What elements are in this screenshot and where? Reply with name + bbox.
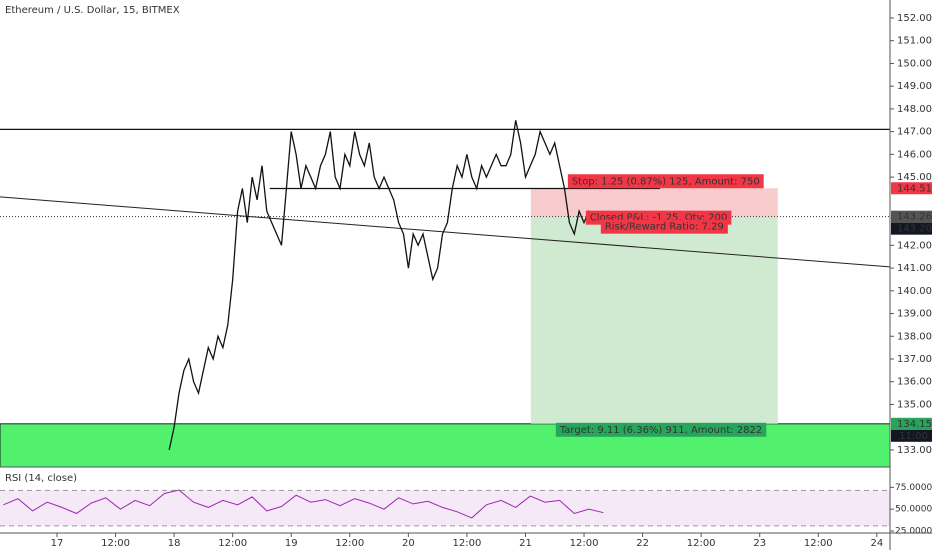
x-tick-label: 12:00 xyxy=(452,538,481,549)
rsi-title: RSI (14, close) xyxy=(5,473,77,484)
y-tick-label: 141.00 xyxy=(897,263,932,274)
y-tick-label: 138.00 xyxy=(897,331,932,342)
price-label-background xyxy=(891,210,932,223)
price-label: 143.26 xyxy=(897,212,932,223)
y-tick-label: 147.00 xyxy=(897,127,932,138)
annotation: Risk/Reward Ratio: 7.29 xyxy=(605,222,724,233)
x-tick-label: 12:00 xyxy=(687,538,716,549)
rsi-line xyxy=(3,489,604,519)
price-label-background xyxy=(891,417,932,430)
rsi-y-tick-label: 50.0000 xyxy=(895,505,932,515)
x-tick-label: 22 xyxy=(636,538,649,549)
annotation-background xyxy=(600,219,728,234)
x-tick-label: 12:00 xyxy=(804,538,833,549)
trendline xyxy=(0,196,891,268)
y-tick-label: 150.00 xyxy=(897,58,932,69)
y-tick-label: 145.00 xyxy=(897,172,932,183)
y-tick-label: 139.00 xyxy=(897,309,932,320)
x-tick-label: 12:00 xyxy=(218,538,247,549)
x-tick-label: 12:00 xyxy=(335,538,364,549)
y-tick-label: 146.00 xyxy=(897,149,932,160)
price-label-background xyxy=(891,182,932,195)
x-tick-label: 12:00 xyxy=(101,538,130,549)
target-area xyxy=(530,216,778,424)
annotation: Stop: 1.25 (0.87%) 125, Amount: 750 xyxy=(572,176,760,187)
x-tick-label: 21 xyxy=(519,538,532,549)
y-tick-label: 136.00 xyxy=(897,377,932,388)
rsi-y-tick-label: 25.0000 xyxy=(895,526,932,536)
price-line xyxy=(168,120,595,451)
annotation: Target: 9.11 (6.36%) 911, Amount: 2822 xyxy=(559,425,762,436)
price-label: 143.20 xyxy=(897,224,932,235)
x-tick-label: 12:00 xyxy=(570,538,599,549)
annotation-background xyxy=(555,422,767,437)
x-tick-label: 24 xyxy=(870,538,883,549)
y-tick-label: 152.00 xyxy=(897,13,932,24)
x-tick-label: 18 xyxy=(168,538,181,549)
x-tick-label: 17 xyxy=(51,538,64,549)
y-tick-label: 140.00 xyxy=(897,286,932,297)
annotation-background xyxy=(567,174,764,189)
y-tick-label: 142.00 xyxy=(897,240,932,251)
price-label: 144.51 xyxy=(897,183,932,194)
y-tick-label: 137.00 xyxy=(897,354,932,365)
x-tick-label: 23 xyxy=(753,538,766,549)
y-tick-label: 135.00 xyxy=(897,399,932,410)
annotation: Closed P&L: -1.25, Qty: 200 xyxy=(590,213,728,224)
x-tick-label: 20 xyxy=(402,538,415,549)
y-tick-label: 148.00 xyxy=(897,104,932,115)
rsi-y-tick-label: 75.0000 xyxy=(895,483,932,493)
y-tick-label: 133.00 xyxy=(897,445,932,456)
countdown-background xyxy=(891,429,932,442)
chart-title: Ethereum / U.S. Dollar, 15, BITMEX xyxy=(5,5,180,16)
countdown: 11:00 xyxy=(899,431,928,442)
y-tick-label: 151.00 xyxy=(897,36,932,47)
y-tick-label: 149.00 xyxy=(897,81,932,92)
price-label-background xyxy=(891,222,932,235)
price-label: 134.15 xyxy=(897,419,932,430)
x-tick-label: 19 xyxy=(285,538,298,549)
